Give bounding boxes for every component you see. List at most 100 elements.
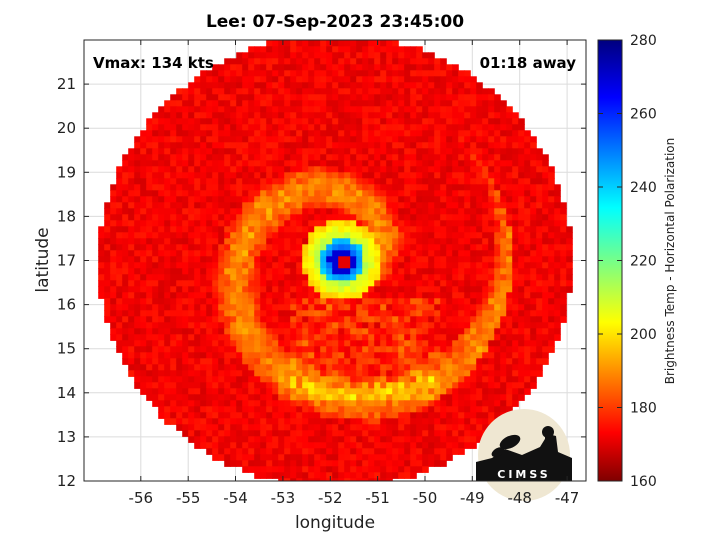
swath-cell bbox=[128, 346, 135, 353]
swath-cell bbox=[272, 94, 279, 101]
swath-cell bbox=[464, 274, 471, 281]
swath-cell bbox=[284, 142, 291, 149]
swath-cell bbox=[434, 82, 441, 89]
swath-cell bbox=[206, 244, 213, 251]
swath-cell bbox=[344, 172, 351, 179]
swath-cell bbox=[410, 460, 417, 467]
swath-cell bbox=[542, 274, 549, 281]
swath-cell bbox=[410, 274, 417, 281]
swath-cell bbox=[470, 190, 477, 197]
swath-cell bbox=[284, 472, 291, 479]
swath-cell bbox=[200, 274, 207, 281]
y-tick-label: 17 bbox=[57, 252, 76, 270]
swath-cell bbox=[494, 268, 501, 275]
swath-cell bbox=[506, 382, 513, 389]
swath-cell bbox=[194, 232, 201, 239]
swath-cell bbox=[218, 340, 225, 347]
swath-cell bbox=[272, 262, 279, 269]
swath-cell bbox=[260, 190, 267, 197]
swath-cell bbox=[404, 370, 411, 377]
swath-cell bbox=[362, 400, 369, 407]
swath-cell bbox=[374, 436, 381, 443]
swath-cell bbox=[380, 292, 387, 299]
swath-cell bbox=[512, 136, 519, 143]
swath-cell bbox=[236, 406, 243, 413]
swath-cell bbox=[404, 472, 411, 479]
swath-cell bbox=[272, 208, 279, 215]
swath-cell bbox=[392, 370, 399, 377]
swath-cell bbox=[428, 316, 435, 323]
swath-cell bbox=[230, 226, 237, 233]
swath-cell bbox=[320, 364, 327, 371]
swath-cell bbox=[332, 94, 339, 101]
swath-cell bbox=[308, 124, 315, 131]
swath-cell bbox=[230, 430, 237, 437]
swath-cell bbox=[464, 202, 471, 209]
swath-cell bbox=[218, 166, 225, 173]
swath-cell bbox=[194, 322, 201, 329]
swath-cell bbox=[536, 196, 543, 203]
swath-cell bbox=[326, 88, 333, 95]
swath-cell bbox=[284, 220, 291, 227]
swath-cell bbox=[416, 292, 423, 299]
swath-cell bbox=[146, 226, 153, 233]
swath-cell bbox=[104, 208, 111, 215]
swath-cell bbox=[254, 250, 261, 257]
swath-cell bbox=[188, 430, 195, 437]
swath-cell bbox=[320, 70, 327, 77]
swath-cell bbox=[308, 280, 315, 287]
swath-cell bbox=[230, 148, 237, 155]
swath-cell bbox=[188, 154, 195, 161]
swath-cell bbox=[452, 172, 459, 179]
swath-cell bbox=[290, 370, 297, 377]
swath-cell bbox=[290, 478, 297, 481]
swath-cell bbox=[494, 376, 501, 383]
swath-cell bbox=[440, 226, 447, 233]
swath-cell bbox=[176, 298, 183, 305]
swath-cell bbox=[302, 202, 309, 209]
swath-cell bbox=[428, 214, 435, 221]
swath-cell bbox=[302, 466, 309, 473]
swath-cell bbox=[392, 124, 399, 131]
swath-cell bbox=[314, 154, 321, 161]
swath-cell bbox=[314, 94, 321, 101]
swath-cell bbox=[230, 208, 237, 215]
swath-cell bbox=[134, 232, 141, 239]
swath-cell bbox=[206, 178, 213, 185]
swath-cell bbox=[266, 346, 273, 353]
swath-cell bbox=[314, 316, 321, 323]
swath-cell bbox=[524, 376, 531, 383]
swath-cell bbox=[206, 70, 213, 77]
swath-cell bbox=[506, 292, 513, 299]
swath-cell bbox=[224, 298, 231, 305]
swath-cell bbox=[278, 340, 285, 347]
swath-cell bbox=[422, 94, 429, 101]
swath-cell bbox=[158, 172, 165, 179]
swath-cell bbox=[290, 232, 297, 239]
swath-cell bbox=[350, 244, 357, 251]
swath-cell bbox=[254, 304, 261, 311]
swath-cell bbox=[422, 232, 429, 239]
swath-cell bbox=[464, 352, 471, 359]
swath-cell bbox=[332, 340, 339, 347]
swath-cell bbox=[320, 478, 327, 481]
swath-cell bbox=[266, 166, 273, 173]
swath-cell bbox=[512, 400, 519, 407]
swath-cell bbox=[278, 412, 285, 419]
swath-cell bbox=[302, 88, 309, 95]
swath-cell bbox=[398, 460, 405, 467]
swath-cell bbox=[326, 196, 333, 203]
swath-cell bbox=[416, 364, 423, 371]
swath-cell bbox=[200, 148, 207, 155]
swath-cell bbox=[224, 346, 231, 353]
swath-cell bbox=[302, 340, 309, 347]
swath-cell bbox=[380, 76, 387, 83]
swath-cell bbox=[488, 166, 495, 173]
swath-cell bbox=[146, 346, 153, 353]
swath-cell bbox=[248, 148, 255, 155]
swath-cell bbox=[338, 466, 345, 473]
swath-cell bbox=[140, 304, 147, 311]
swath-cell bbox=[422, 286, 429, 293]
swath-cell bbox=[290, 46, 297, 53]
swath-cell bbox=[224, 316, 231, 323]
